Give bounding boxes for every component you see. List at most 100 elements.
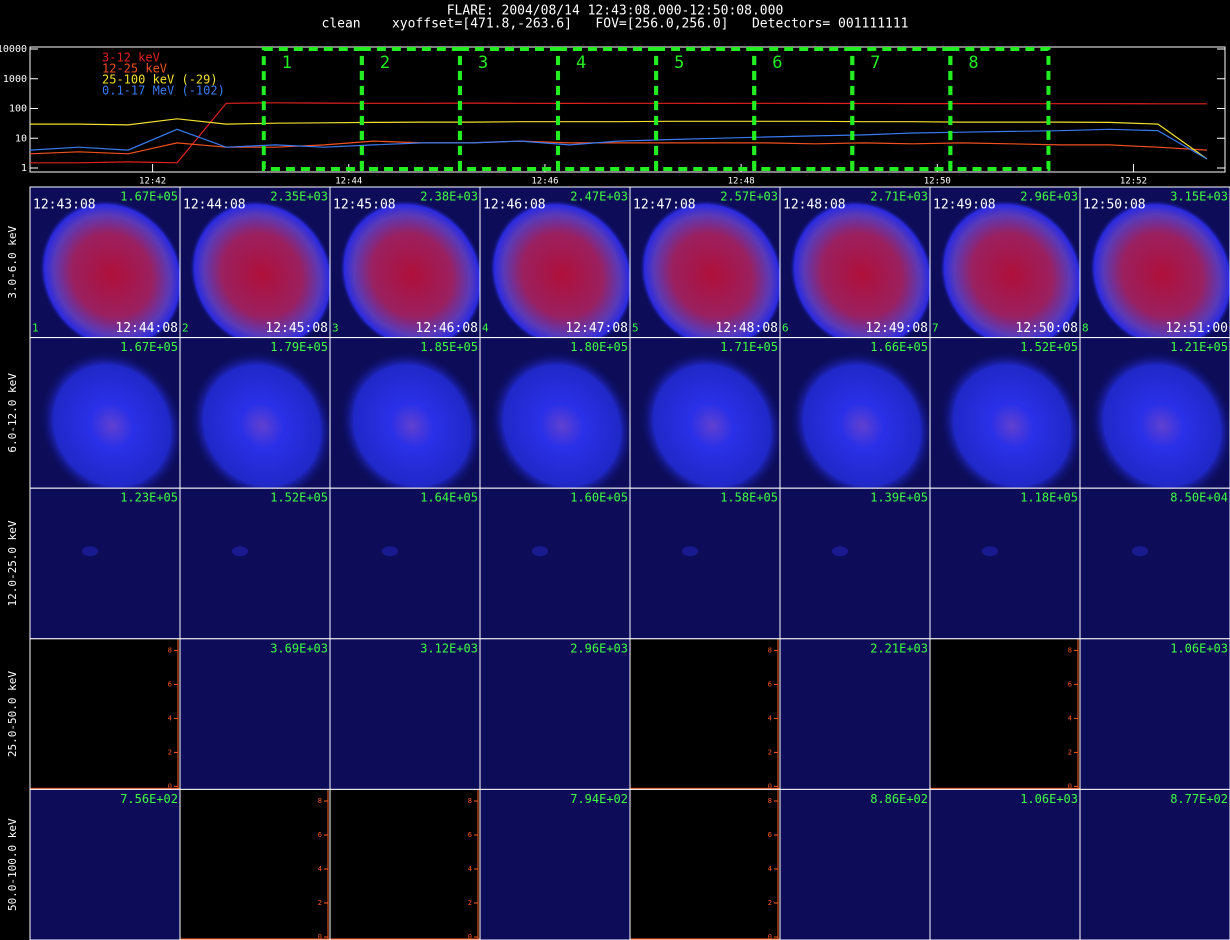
panel-background bbox=[480, 638, 630, 790]
panel-background bbox=[180, 488, 330, 639]
peak-value: 1.71E+05 bbox=[720, 340, 778, 354]
legend-label: 0.1-17 MeV (-102) bbox=[102, 84, 225, 98]
start-time: 12:45:08 bbox=[333, 198, 396, 213]
source-image bbox=[82, 546, 98, 557]
empty-axis-tick-label: 2 bbox=[1068, 748, 1072, 756]
series-line bbox=[30, 102, 1207, 164]
source-image bbox=[39, 199, 185, 351]
image-panel: 1.60E+05 bbox=[479, 487, 631, 640]
interval-label: 7 bbox=[870, 53, 880, 73]
panel-background bbox=[480, 488, 630, 639]
start-time: 12:43:08 bbox=[33, 198, 96, 213]
empty-axis-tick-label: 8 bbox=[768, 646, 772, 654]
x-tick-label: 12:50 bbox=[924, 177, 951, 187]
interval-label: 4 bbox=[576, 53, 586, 73]
x-tick-label: 12:44 bbox=[335, 177, 362, 187]
image-panel: 1.52E+05 bbox=[929, 337, 1085, 502]
panel-background bbox=[630, 638, 780, 790]
source-image bbox=[639, 199, 785, 351]
image-panel: 2.21E+03 bbox=[779, 638, 931, 790]
empty-axis-tick-label: 6 bbox=[468, 831, 472, 839]
empty-axis-tick-label: 2 bbox=[468, 899, 472, 907]
interval-label: 6 bbox=[772, 53, 782, 73]
image-panel: 0 2 4 6 8 bbox=[629, 788, 781, 940]
peak-value: 3.15E+03 bbox=[1170, 190, 1228, 204]
image-panel: 1.58E+05 bbox=[629, 487, 781, 640]
y-tick-label: 1000 bbox=[3, 74, 27, 85]
image-panel: 3.15E+03 12:50:08 12:51:00 8 bbox=[1079, 186, 1230, 351]
panel-index: 3 bbox=[332, 322, 339, 335]
empty-axis-tick-label: 0 bbox=[768, 782, 772, 790]
peak-value: 3.12E+03 bbox=[420, 641, 478, 655]
image-panel: 7.56E+02 bbox=[29, 788, 181, 940]
peak-value: 1.21E+05 bbox=[1170, 340, 1228, 354]
interval-label: 1 bbox=[282, 53, 292, 73]
image-panel: 1.79E+05 bbox=[179, 337, 335, 502]
start-time: 12:49:08 bbox=[933, 198, 996, 213]
source-image bbox=[1132, 546, 1148, 557]
image-panel: 0 2 4 6 8 bbox=[629, 638, 781, 790]
peak-value: 1.85E+05 bbox=[420, 340, 478, 354]
image-panel: 1.18E+05 bbox=[929, 487, 1081, 640]
peak-value: 3.69E+03 bbox=[270, 641, 328, 655]
source-image bbox=[789, 199, 935, 351]
panel-background bbox=[330, 488, 480, 639]
panel-background bbox=[630, 488, 780, 639]
start-time: 12:44:08 bbox=[183, 198, 246, 213]
empty-axis-tick-label: 6 bbox=[168, 680, 172, 688]
image-panel: 2.35E+03 12:44:08 12:45:08 2 bbox=[179, 186, 335, 351]
legend-label: 12-25 keV bbox=[102, 62, 167, 76]
peak-value: 1.60E+05 bbox=[570, 491, 628, 505]
empty-axis-tick-label: 4 bbox=[468, 865, 472, 873]
source-image bbox=[489, 199, 635, 351]
empty-axis-tick-label: 4 bbox=[168, 714, 172, 722]
image-panel: 0 2 4 6 8 bbox=[179, 788, 331, 940]
source-image bbox=[232, 546, 248, 557]
panel-background bbox=[330, 789, 480, 940]
peak-value: 2.71E+03 bbox=[870, 190, 928, 204]
row-label: 3.0-6.0 keV bbox=[6, 226, 19, 299]
empty-axis-tick-label: 0 bbox=[468, 933, 472, 940]
source-image bbox=[982, 546, 998, 557]
panel-background bbox=[1080, 488, 1230, 639]
panel-background bbox=[930, 638, 1080, 790]
figure-title: FLARE: 2004/08/14 12:43:08.000-12:50:08.… bbox=[447, 4, 784, 19]
panel-index: 2 bbox=[182, 322, 189, 335]
image-panel: 2.96E+03 12:49:08 12:50:08 7 bbox=[929, 186, 1085, 351]
y-tick-label: 100 bbox=[9, 104, 27, 115]
interval-label: 2 bbox=[380, 53, 390, 73]
row-label: 12.0-25.0 keV bbox=[6, 520, 19, 606]
peak-value: 1.66E+05 bbox=[870, 340, 928, 354]
image-panel: 1.21E+05 bbox=[1079, 337, 1230, 502]
empty-axis-tick-label: 2 bbox=[168, 748, 172, 756]
empty-axis-tick-label: 4 bbox=[318, 865, 322, 873]
panel-background bbox=[780, 488, 930, 639]
series-line bbox=[30, 118, 1208, 160]
empty-axis-tick-label: 4 bbox=[1068, 714, 1072, 722]
peak-value: 2.57E+03 bbox=[720, 190, 778, 204]
x-tick-label: 12:48 bbox=[728, 177, 755, 187]
interval-box bbox=[948, 47, 1051, 171]
image-panel: 1.85E+05 bbox=[329, 337, 485, 502]
peak-value: 1.79E+05 bbox=[270, 340, 328, 354]
source-image bbox=[189, 350, 335, 502]
panel-background bbox=[330, 638, 480, 790]
source-image bbox=[532, 546, 548, 557]
source-image bbox=[1089, 350, 1230, 502]
source-image bbox=[639, 350, 785, 502]
image-panel: 1.64E+05 bbox=[329, 487, 481, 640]
interval-label: 8 bbox=[968, 53, 978, 73]
y-tick-label: 10 bbox=[15, 133, 27, 144]
peak-value: 7.94E+02 bbox=[570, 792, 628, 806]
image-panel: 1.67E+05 bbox=[29, 337, 185, 502]
panel-index: 6 bbox=[782, 322, 789, 335]
empty-axis-tick-label: 8 bbox=[168, 646, 172, 654]
image-panel: 8.50E+04 bbox=[1079, 487, 1230, 640]
peak-value: 2.47E+03 bbox=[570, 190, 628, 204]
image-panel: 2.47E+03 12:46:08 12:47:08 4 bbox=[479, 186, 635, 351]
end-time: 12:46:08 bbox=[415, 321, 478, 336]
y-tick-label: 1 bbox=[21, 163, 27, 174]
peak-value: 1.52E+05 bbox=[1020, 340, 1078, 354]
image-panel: 0 2 4 6 8 bbox=[29, 638, 181, 790]
